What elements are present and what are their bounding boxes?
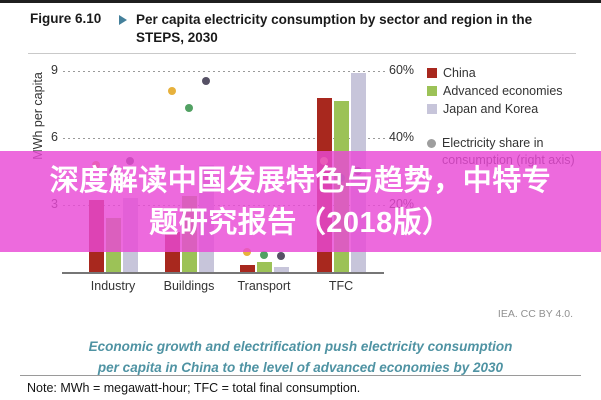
right-tick-60: 60% [389, 62, 415, 77]
legend-item-advanced-economies: Advanced economies [427, 84, 563, 100]
legend-share-dot-icon [427, 139, 436, 148]
category-label-buildings: Buildings [163, 279, 215, 293]
share-dot-transport-japan-and-korea [277, 252, 285, 261]
top-border-strip [0, 0, 601, 3]
caption-line1: Economic growth and electrification push… [88, 339, 513, 354]
overlay-text-line2: 题研究报告（2018版） [149, 206, 452, 239]
figure-title-line1: Per capita electricity consumption by se… [136, 12, 533, 27]
category-label-industry: Industry [90, 279, 136, 293]
category-label-transport: Transport [237, 279, 291, 293]
share-dot-buildings-japan-and-korea [202, 76, 210, 85]
bar-transport-japan-and-korea [273, 267, 289, 272]
figure-caption: Economic growth and electrification push… [0, 336, 601, 378]
title-divider [28, 53, 576, 54]
legend-label-japan-and-korea: Japan and Korea [443, 102, 539, 116]
legend-swatch-advanced-economies [427, 86, 437, 96]
bar-transport-china [239, 264, 255, 272]
y-axis-label: MWh per capita [31, 72, 45, 160]
legend-share-label-line1: Electricity share in [442, 136, 544, 150]
legend-item-china: China [427, 66, 476, 82]
figure-title: Per capita electricity consumption by se… [136, 11, 586, 47]
left-tick-6: 6 [51, 129, 58, 144]
iea-attribution: IEA. CC BY 4.0. [497, 308, 573, 320]
figure-arrow-icon [119, 15, 127, 25]
promo-overlay-banner: 深度解读中国发展特色与趋势，中特专 题研究报告（2018版） [0, 151, 601, 252]
legend-swatch-china [427, 68, 437, 78]
share-dot-transport-advanced-economies [260, 251, 268, 260]
x-axis-line [62, 272, 384, 274]
legend-item-electricity-share: Electricity share in [427, 136, 543, 152]
gridline-9 [63, 70, 385, 72]
share-dot-buildings-china [168, 86, 176, 95]
note-divider [20, 375, 581, 376]
legend-item-japan-and-korea: Japan and Korea [427, 102, 538, 118]
overlay-text-line1: 深度解读中国发展特色与趋势，中特专 [49, 164, 552, 197]
figure-number-label: Figure 6.10 [30, 11, 102, 26]
left-tick-9: 9 [51, 62, 58, 77]
legend-swatch-japan-and-korea [427, 104, 437, 114]
legend-label-advanced-economies: Advanced economies [443, 84, 563, 98]
figure-title-line2: STEPS, 2030 [136, 30, 218, 45]
right-tick-40: 40% [389, 129, 415, 144]
category-label-tfc: TFC [328, 279, 354, 293]
footnote: Note: MWh = megawatt-hour; TFC = total f… [27, 381, 361, 395]
bar-transport-advanced-economies [256, 262, 272, 272]
legend-label-china: China [443, 66, 476, 80]
gridline-6 [63, 137, 385, 139]
caption-line2: per capita in China to the level of adva… [97, 360, 504, 375]
share-dot-buildings-advanced-economies [185, 103, 193, 112]
